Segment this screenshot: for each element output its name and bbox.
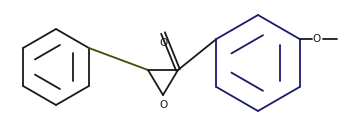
Text: O: O	[159, 38, 167, 48]
Text: O: O	[312, 34, 321, 44]
Text: O: O	[160, 100, 168, 110]
